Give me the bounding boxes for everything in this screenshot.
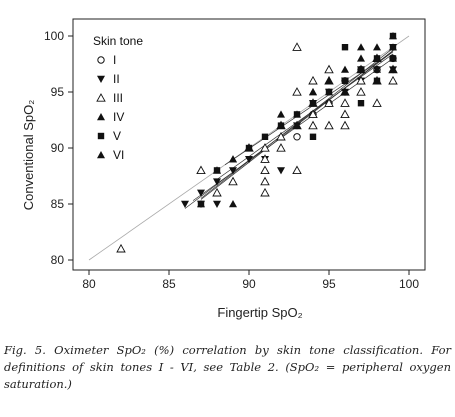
- data-point-VI: [213, 166, 221, 174]
- data-point-III: [260, 143, 270, 152]
- data-point-II: [277, 167, 285, 175]
- data-point-VI: [357, 54, 365, 62]
- data-point-III: [324, 64, 334, 74]
- data-point-III: [260, 165, 270, 175]
- data-point-V: [357, 66, 365, 73]
- data-point-III: [308, 120, 318, 130]
- data-point-III: [292, 165, 302, 175]
- data-point-V: [325, 88, 333, 96]
- legend-marker-VI: [97, 151, 105, 159]
- data-point-VI: [229, 155, 237, 163]
- data-point-VI: [277, 121, 285, 129]
- data-point-III: [228, 176, 238, 186]
- data-point-II: [181, 200, 189, 208]
- x-tick-label: 85: [162, 277, 176, 291]
- data-point-III: [340, 109, 350, 119]
- data-point-V: [357, 100, 365, 107]
- data-point-II: [229, 167, 237, 175]
- legend-label-VI: VI: [113, 148, 124, 162]
- y-axis-label: Conventional SpO₂: [21, 100, 36, 211]
- data-point-III: [324, 98, 334, 107]
- data-point-V: [389, 55, 397, 62]
- legend-marker-V: [97, 132, 105, 140]
- data-point-V: [389, 32, 397, 40]
- data-point-III: [116, 243, 126, 253]
- legend-label-V: V: [113, 129, 121, 143]
- data-point-V: [309, 100, 317, 107]
- legend-label-IV: IV: [113, 110, 124, 124]
- data-point-III: [324, 120, 334, 130]
- y-tick-label: 85: [51, 197, 65, 211]
- data-point-IV: [229, 200, 237, 208]
- data-point-V: [341, 44, 349, 51]
- data-point-V: [261, 133, 269, 140]
- data-point-IV: [373, 65, 381, 73]
- data-point-VI: [309, 88, 317, 96]
- data-point-I: [293, 133, 301, 141]
- data-point-III: [260, 176, 270, 186]
- data-point-III: [292, 87, 302, 96]
- x-axis-label: Fingertip SpO₂: [217, 305, 302, 320]
- x-tick-label: 80: [82, 277, 96, 291]
- x-tick-label: 100: [399, 277, 419, 291]
- data-point-III: [356, 75, 366, 85]
- data-point-III: [340, 120, 350, 130]
- data-point-VI: [245, 144, 253, 152]
- data-point-III: [372, 98, 382, 107]
- data-point-III: [260, 187, 270, 197]
- legend-marker-I: [97, 56, 105, 64]
- legend-marker-II: [97, 75, 105, 83]
- x-tick-label: 90: [242, 277, 256, 291]
- data-point-III: [340, 98, 350, 107]
- data-point-III: [260, 154, 270, 163]
- data-point-IV: [373, 43, 381, 51]
- data-point-IV: [277, 110, 285, 118]
- data-point-III: [212, 187, 222, 197]
- data-point-III: [388, 75, 398, 85]
- legend-label-II: II: [113, 72, 120, 86]
- data-point-VI: [325, 76, 333, 84]
- data-point-II: [245, 156, 253, 164]
- data-point-II: [213, 200, 221, 208]
- data-point-IV: [341, 65, 349, 73]
- data-point-III: [276, 143, 286, 152]
- data-point-III: [292, 42, 302, 51]
- data-point-VI: [293, 121, 301, 129]
- legend-label-I: I: [113, 53, 116, 67]
- data-point-VI: [389, 65, 397, 73]
- data-point-VI: [373, 54, 381, 62]
- data-point-V: [293, 111, 301, 118]
- scatter-figure: 80 85 90 95 100 80 85 90 95 100 Skin tone I II III IV…: [21, 18, 426, 320]
- y-tick-label: 100: [44, 29, 64, 43]
- data-point-III: [276, 131, 286, 141]
- data-point-V: [197, 200, 205, 208]
- data-point-V: [373, 77, 381, 84]
- data-point-V: [341, 77, 349, 84]
- legend-marker-IV: [97, 113, 105, 121]
- data-point-III: [196, 165, 206, 175]
- data-point-IV: [357, 43, 365, 51]
- data-point-VI: [389, 43, 397, 51]
- data-point-III: [308, 109, 318, 119]
- data-point-II: [197, 189, 205, 197]
- legend-label-III: III: [113, 91, 123, 105]
- data-point-III: [308, 75, 318, 85]
- data-point-V: [309, 133, 317, 140]
- y-tick-label: 95: [51, 85, 65, 99]
- data-point-II: [213, 178, 221, 186]
- y-tick-label: 80: [51, 253, 65, 267]
- legend-title: Skin tone: [93, 34, 143, 48]
- x-tick-label: 95: [322, 277, 336, 291]
- data-point-VI: [341, 88, 349, 96]
- data-point-III: [356, 87, 366, 96]
- legend-marker-III: [96, 93, 106, 102]
- y-tick-label: 90: [51, 141, 65, 155]
- regression-line-VI: [216, 53, 394, 180]
- figure-caption: Fig. 5. Oximeter SpO₂ (%) correlation by…: [4, 343, 451, 391]
